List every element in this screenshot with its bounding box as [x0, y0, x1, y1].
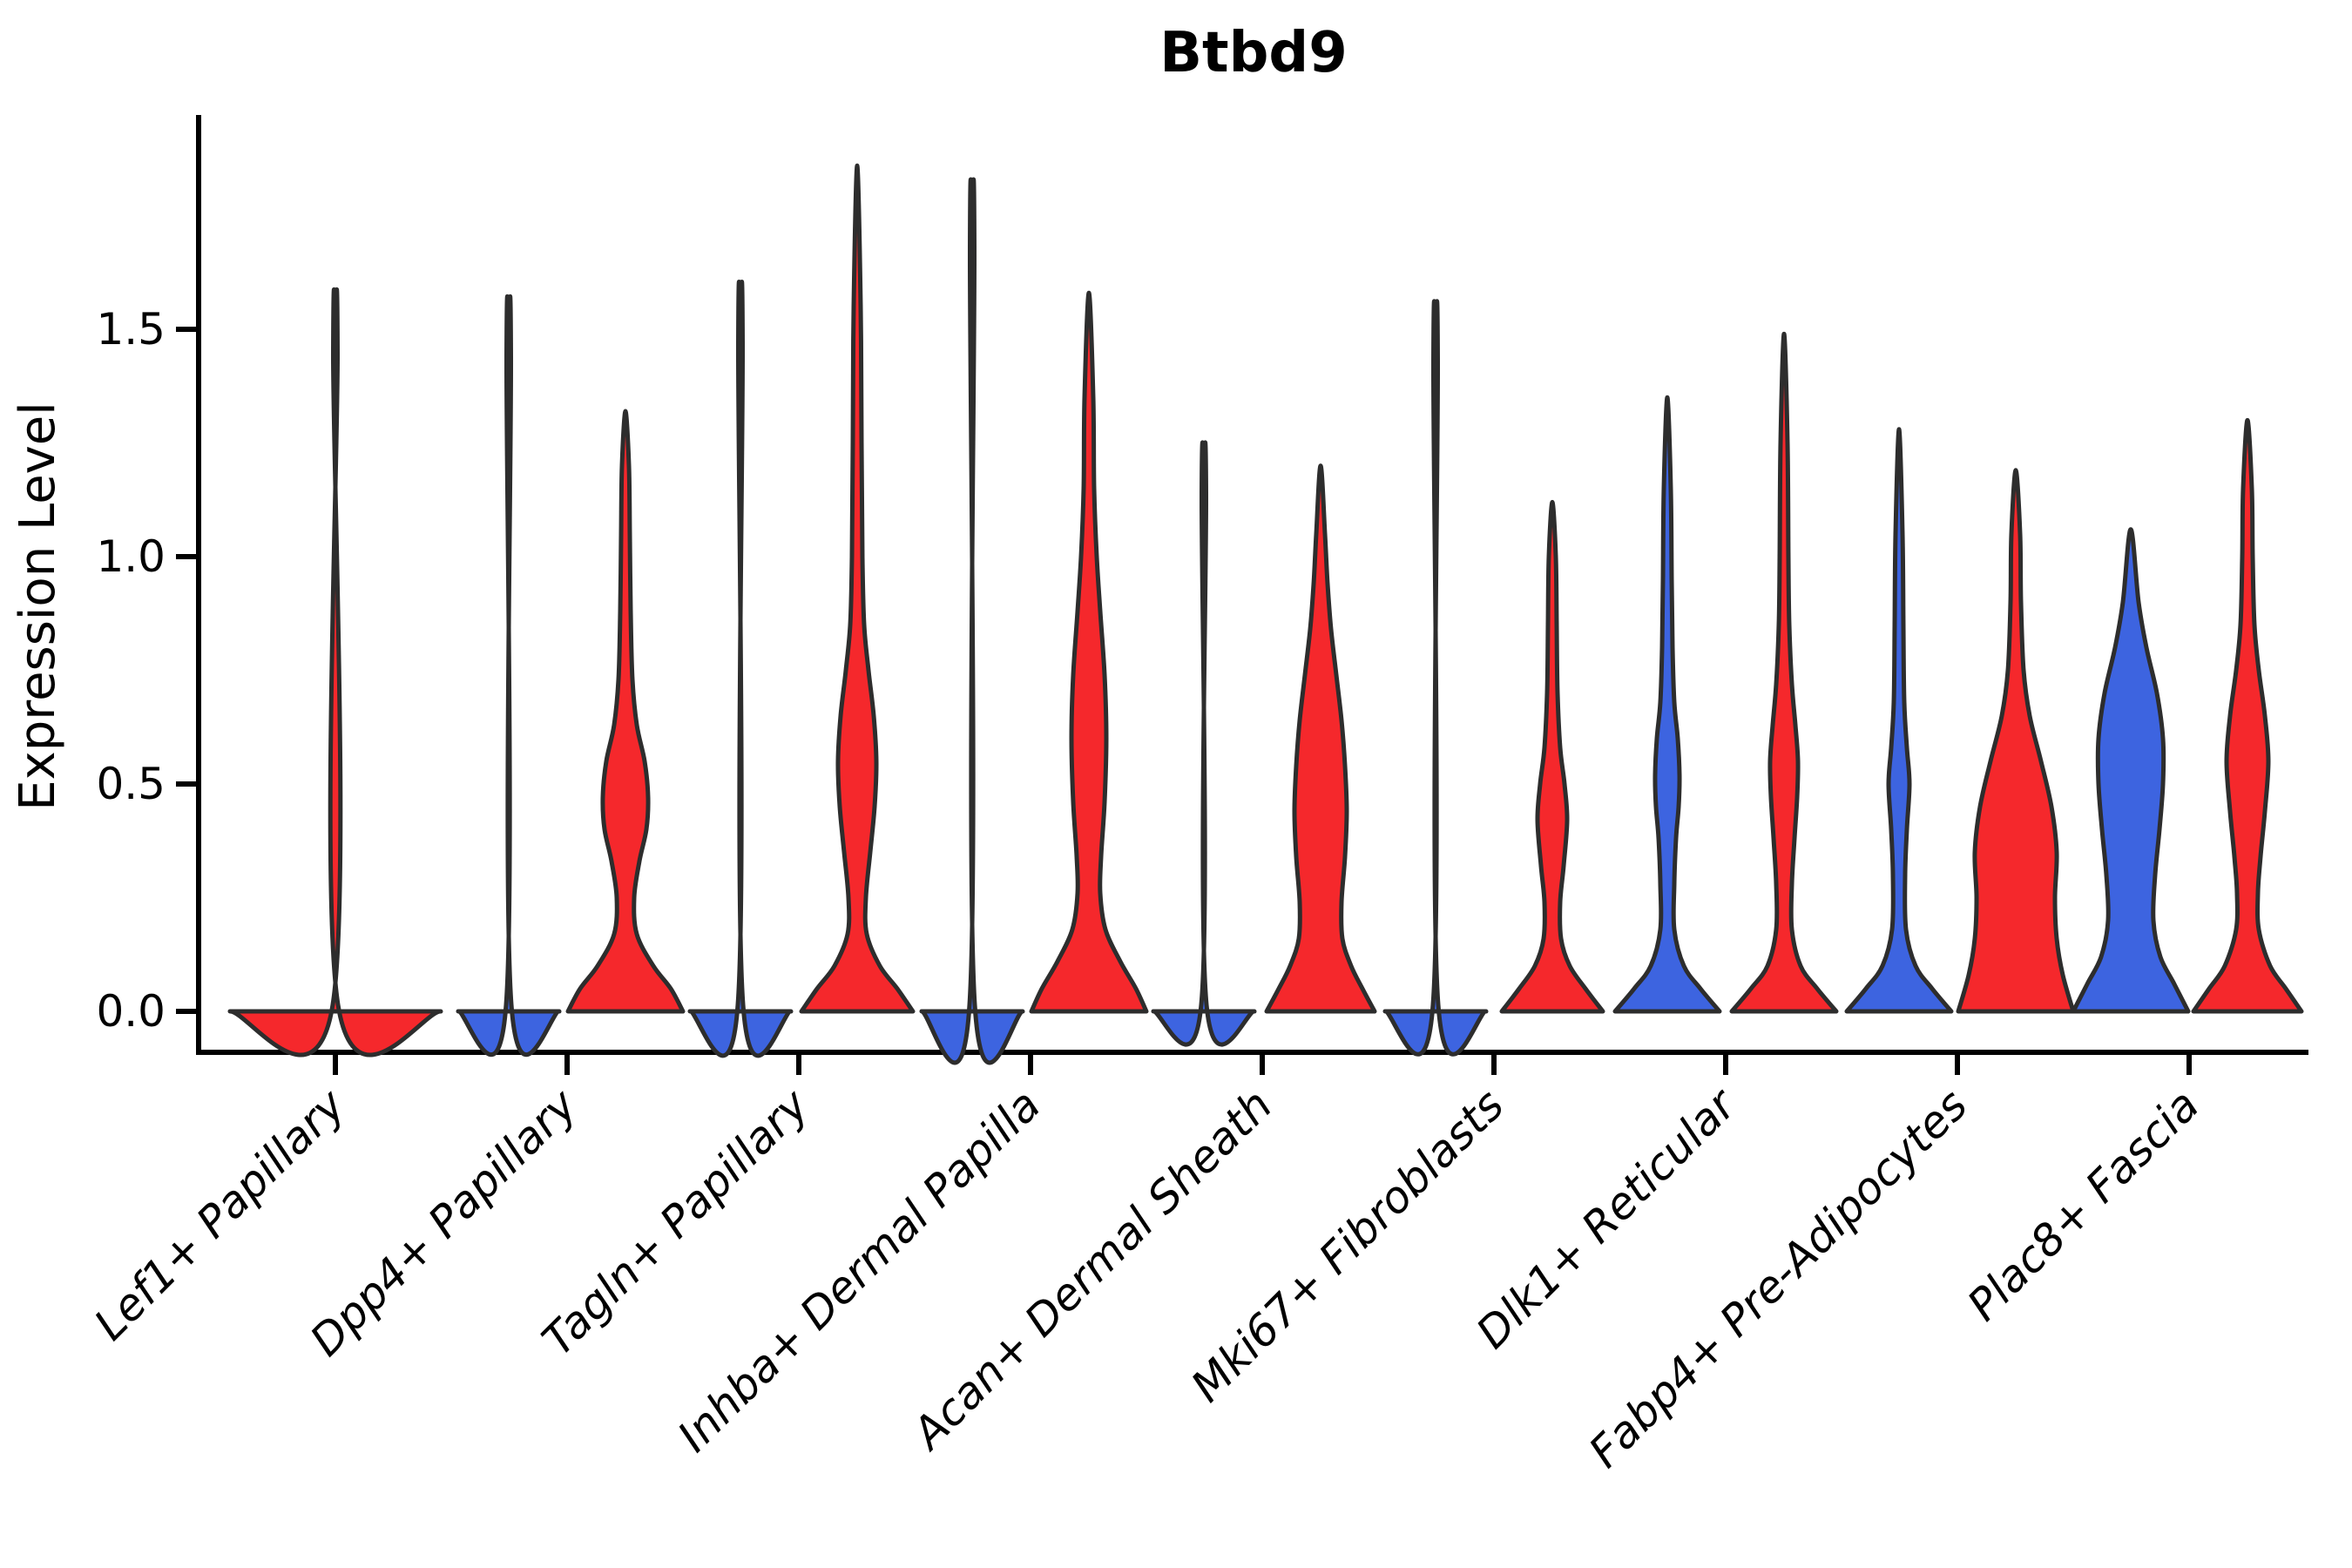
violin-tagln-red	[799, 163, 916, 1014]
y-tick-label: 1.0	[96, 531, 166, 582]
y-axis-label: Expression Level	[10, 402, 66, 811]
violin-plac8-red	[2191, 417, 2304, 1014]
violin-fabp4-blue	[1844, 427, 1954, 1014]
violin-inhba-red	[1029, 290, 1149, 1014]
plot-title: Btbd9	[1159, 21, 1348, 85]
violin-dpp4-red	[565, 409, 686, 1014]
x-tick-label: Plac8+ Fascia	[1958, 1079, 2209, 1330]
x-tick-label: Fabp4+ Pre-Adipocytes	[1579, 1079, 1977, 1477]
violin-tagln-blue	[687, 280, 794, 1058]
violin-mki67-blue	[1382, 299, 1489, 1057]
violin-dlk1-red	[1729, 331, 1839, 1014]
y-tick-label: 1.5	[96, 304, 166, 355]
axes	[176, 115, 2308, 1075]
y-tick-label: 0.5	[96, 759, 166, 809]
y-tick-label: 0.0	[96, 986, 166, 1037]
violin-plac8-blue	[2071, 527, 2191, 1014]
violin-dlk1-blue	[1612, 395, 1722, 1014]
violins-group	[227, 163, 2304, 1065]
x-tick-label: Lef1+ Papillary	[84, 1078, 355, 1349]
violin-lef1-red	[227, 287, 443, 1058]
violin-acan-blue	[1151, 440, 1257, 1047]
violin-acan-red	[1264, 463, 1377, 1014]
violin-fabp4-red	[1956, 468, 2076, 1014]
violin-dpp4-blue	[456, 294, 562, 1058]
violin-mki67-red	[1499, 499, 1605, 1014]
violin-inhba-blue	[919, 177, 1025, 1065]
